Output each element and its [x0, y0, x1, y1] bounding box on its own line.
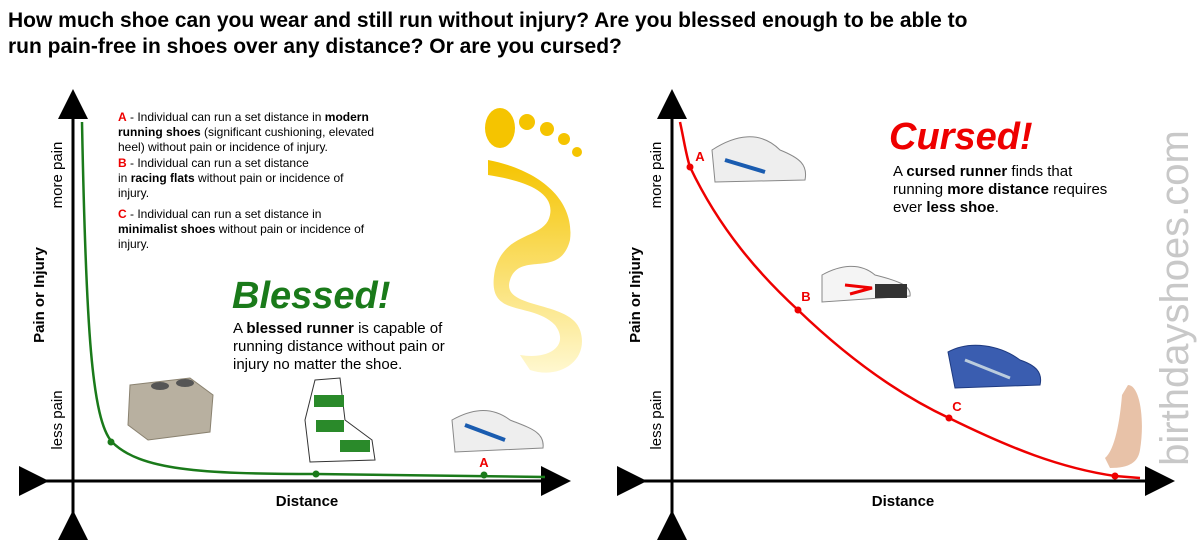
text-part: cursed runner	[906, 163, 1007, 180]
point-label: C	[952, 399, 962, 414]
text-part: without pain or incidence of	[195, 171, 344, 185]
racing-flat-icon	[304, 377, 376, 463]
text-part: B	[118, 156, 127, 170]
point-label: B	[801, 289, 810, 304]
paragraph-line: A cursed runner finds that	[893, 163, 1073, 180]
minimalist-shoe-icon	[947, 344, 1042, 389]
text-part: C	[118, 207, 127, 221]
text-part: injury.	[118, 237, 149, 251]
y-top-label: more pain	[49, 142, 66, 209]
text-part: requires	[1049, 181, 1107, 198]
paragraph-line: ever less shoe.	[893, 199, 999, 216]
legend-line: running shoes (significant cushioning, e…	[118, 125, 374, 139]
legend-line: in racing flats without pain or incidenc…	[118, 171, 344, 185]
heading: Cursed!	[889, 116, 1033, 158]
y-axis-label: Pain or Injury	[627, 246, 644, 343]
bare-foot-icon	[1105, 385, 1142, 468]
text-part: running	[893, 181, 947, 198]
y-bottom-label: less pain	[49, 390, 66, 449]
y-top-label: more pain	[648, 142, 665, 209]
paragraph-line: running more distance requires	[893, 181, 1107, 198]
text-part: A	[893, 163, 906, 180]
legend-line: B - Individual can run a set distance	[118, 156, 309, 170]
blessed-chart: Pain or Injury more pain less pain Dista…	[19, 89, 582, 540]
point-label: A	[479, 455, 489, 470]
text-part: less shoe	[926, 199, 994, 216]
point	[794, 306, 802, 314]
paragraph-line: A blessed runner is capable of	[233, 320, 443, 337]
paragraph-line: injury no matter the shoe.	[233, 356, 402, 373]
text-part: running distance without pain or	[233, 338, 445, 355]
point-label: A	[695, 149, 705, 164]
text-part: finds that	[1007, 163, 1073, 180]
text-part: racing flats	[131, 171, 195, 185]
text-part: modern	[325, 110, 369, 124]
footprint-icon	[485, 108, 582, 373]
x-axis-label: Distance	[276, 493, 339, 510]
running-shoe-icon	[711, 136, 807, 183]
paragraph-line: running distance without pain or	[233, 338, 445, 355]
text-part: - Individual can run a set distance in	[127, 207, 322, 221]
watermark: birthdayshoes.com	[1153, 130, 1197, 466]
title: run pain-free in shoes over any distance…	[8, 35, 622, 58]
point	[1111, 472, 1119, 480]
text-part: heel) without pain or incidence of injur…	[118, 140, 328, 154]
text-part: running shoes	[118, 125, 201, 139]
text-part: (significant cushioning, elevated	[201, 125, 374, 139]
point	[107, 438, 115, 446]
legend-line: A - Individual can run a set distance in…	[118, 110, 369, 124]
text-part: without pain or incidence of	[215, 222, 364, 236]
running-shoe-icon	[451, 410, 544, 453]
text-part: more distance	[947, 181, 1049, 198]
brick-icon	[127, 377, 214, 441]
text-part: blessed runner	[246, 320, 354, 337]
text-part: ever	[893, 199, 926, 216]
text-part: - Individual can run a set distance in	[127, 110, 325, 124]
legend: A - Individual can run a set distance in…	[118, 110, 374, 251]
y-axis-label: Pain or Injury	[31, 246, 48, 343]
text-part: injury no matter the shoe.	[233, 356, 402, 373]
legend-line: heel) without pain or incidence of injur…	[118, 140, 328, 154]
text-part: minimalist shoes	[118, 222, 216, 236]
point	[480, 471, 488, 479]
title: How much shoe can you wear and still run…	[8, 9, 968, 32]
racing-flat-icon	[821, 265, 911, 303]
legend-line: C - Individual can run a set distance in	[118, 207, 321, 221]
point	[312, 470, 320, 478]
text-part: - Individual can run a set distance	[127, 156, 309, 170]
heading: Blessed!	[232, 275, 390, 317]
legend-line: minimalist shoes without pain or inciden…	[118, 222, 365, 236]
text-part: is capable of	[354, 320, 443, 337]
x-axis-label: Distance	[872, 493, 935, 510]
y-bottom-label: less pain	[648, 390, 665, 449]
legend-line: injury.	[118, 237, 149, 251]
text-part: A	[118, 110, 127, 124]
legend-line: injury.	[118, 186, 149, 200]
text-part: in	[118, 171, 131, 185]
paragraph: A blessed runner is capable of running d…	[233, 320, 445, 373]
text-part: A	[233, 320, 246, 337]
cursed-chart: Pain or Injury more pain less pain Dista…	[617, 89, 1175, 540]
text-part: injury.	[118, 186, 149, 200]
point	[945, 414, 953, 422]
text-part: .	[995, 199, 999, 216]
paragraph: A cursed runner finds that running more …	[893, 163, 1107, 216]
point	[686, 163, 694, 171]
